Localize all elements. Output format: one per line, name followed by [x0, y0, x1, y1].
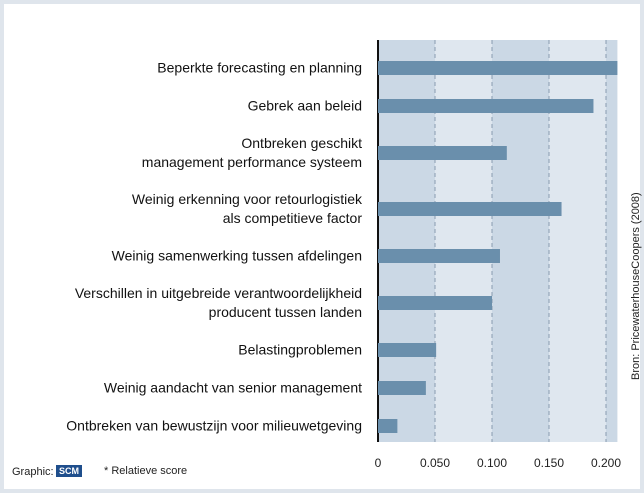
category-label: Beperkte forecasting en planning [157, 59, 362, 76]
band [606, 40, 618, 442]
note: * Relatieve score [104, 465, 188, 477]
category-label: Belastingproblemen [238, 341, 362, 358]
category-label: Weinig aandacht van senior management [103, 379, 362, 396]
source: Bron: PricewaterhouseCoopers (2008) [630, 192, 642, 380]
category-label: Weinig erkenning voor retourlogistiek al… [131, 191, 362, 226]
logo: SCM [56, 465, 82, 477]
bar [378, 61, 618, 75]
category-label: Gebrek aan beleid [247, 97, 362, 114]
category-label: Ontbreken geschikt management performanc… [141, 135, 362, 170]
credit: Graphic: [12, 466, 54, 478]
bar [378, 99, 594, 113]
bar [378, 202, 562, 216]
bar [378, 249, 500, 263]
bar [378, 296, 492, 310]
x-tick-label: 0.100 [477, 456, 507, 470]
x-tick-label: 0 [375, 456, 382, 470]
category-label: Weinig samenwerking tussen afdelingen [111, 247, 362, 264]
category-label: Ontbreken van bewustzijn voor milieuwetg… [66, 417, 362, 434]
x-tick-label: 0.150 [534, 456, 564, 470]
bar [378, 419, 398, 433]
x-tick-label: 0.050 [420, 456, 450, 470]
bar [378, 381, 426, 395]
bar [378, 146, 507, 160]
category-label: Verschillen in uitgebreide verantwoordel… [74, 285, 362, 320]
bar [378, 343, 437, 357]
x-tick-label: 0.200 [591, 456, 621, 470]
